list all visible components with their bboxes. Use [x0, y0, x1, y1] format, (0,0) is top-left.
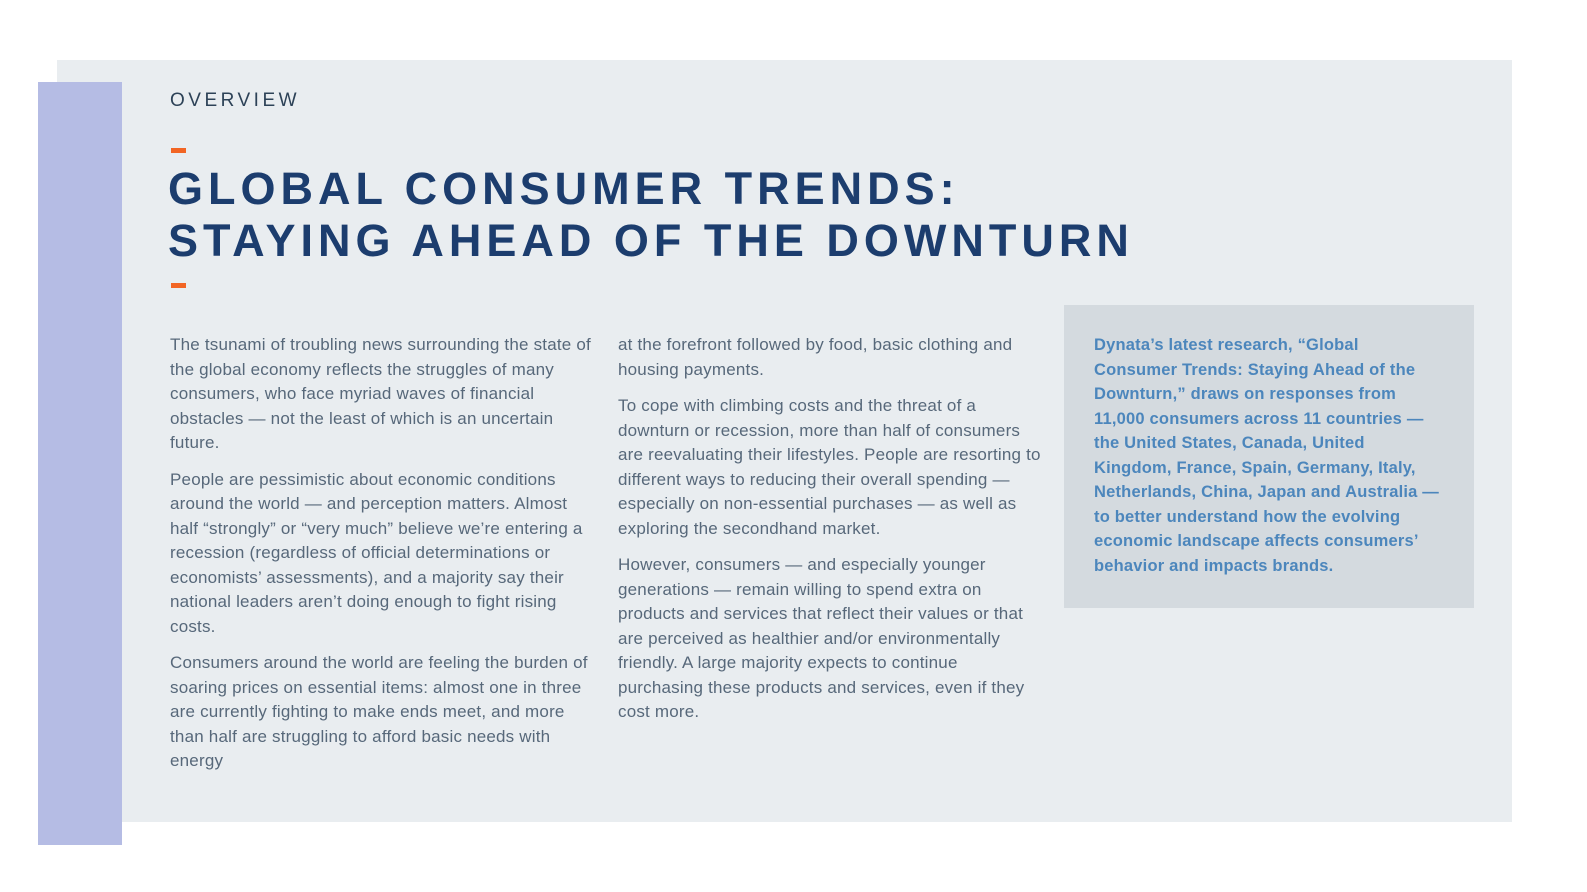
callout-box: Dynata’s latest research, “Global Consum…	[1064, 305, 1474, 608]
body-paragraph: To cope with climbing costs and the thre…	[618, 396, 1041, 538]
body-column-2: at the forefront followed by food, basic…	[618, 333, 1043, 737]
section-eyebrow: OVERVIEW	[170, 90, 301, 111]
body-paragraph: Consumers around the world are feeling t…	[170, 653, 588, 770]
page-title: GLOBAL CONSUMER TRENDS: STAYING AHEAD OF…	[168, 163, 1134, 267]
callout-text: Dynata’s latest research, “Global Consum…	[1094, 336, 1439, 575]
page-title-line-1: GLOBAL CONSUMER TRENDS:	[168, 163, 960, 214]
body-paragraph: at the forefront followed by food, basic…	[618, 335, 1013, 379]
accent-dash-bottom	[171, 283, 186, 288]
left-accent-bar	[38, 82, 122, 845]
body-paragraph: However, consumers — and especially youn…	[618, 555, 1025, 721]
body-column-1: The tsunami of troubling news surroundin…	[170, 333, 595, 786]
body-paragraph: People are pessimistic about economic co…	[170, 469, 583, 636]
body-paragraph: The tsunami of troubling news surroundin…	[170, 335, 591, 452]
accent-dash-top	[171, 148, 186, 153]
page-title-line-2: STAYING AHEAD OF THE DOWNTURN	[168, 215, 1134, 266]
